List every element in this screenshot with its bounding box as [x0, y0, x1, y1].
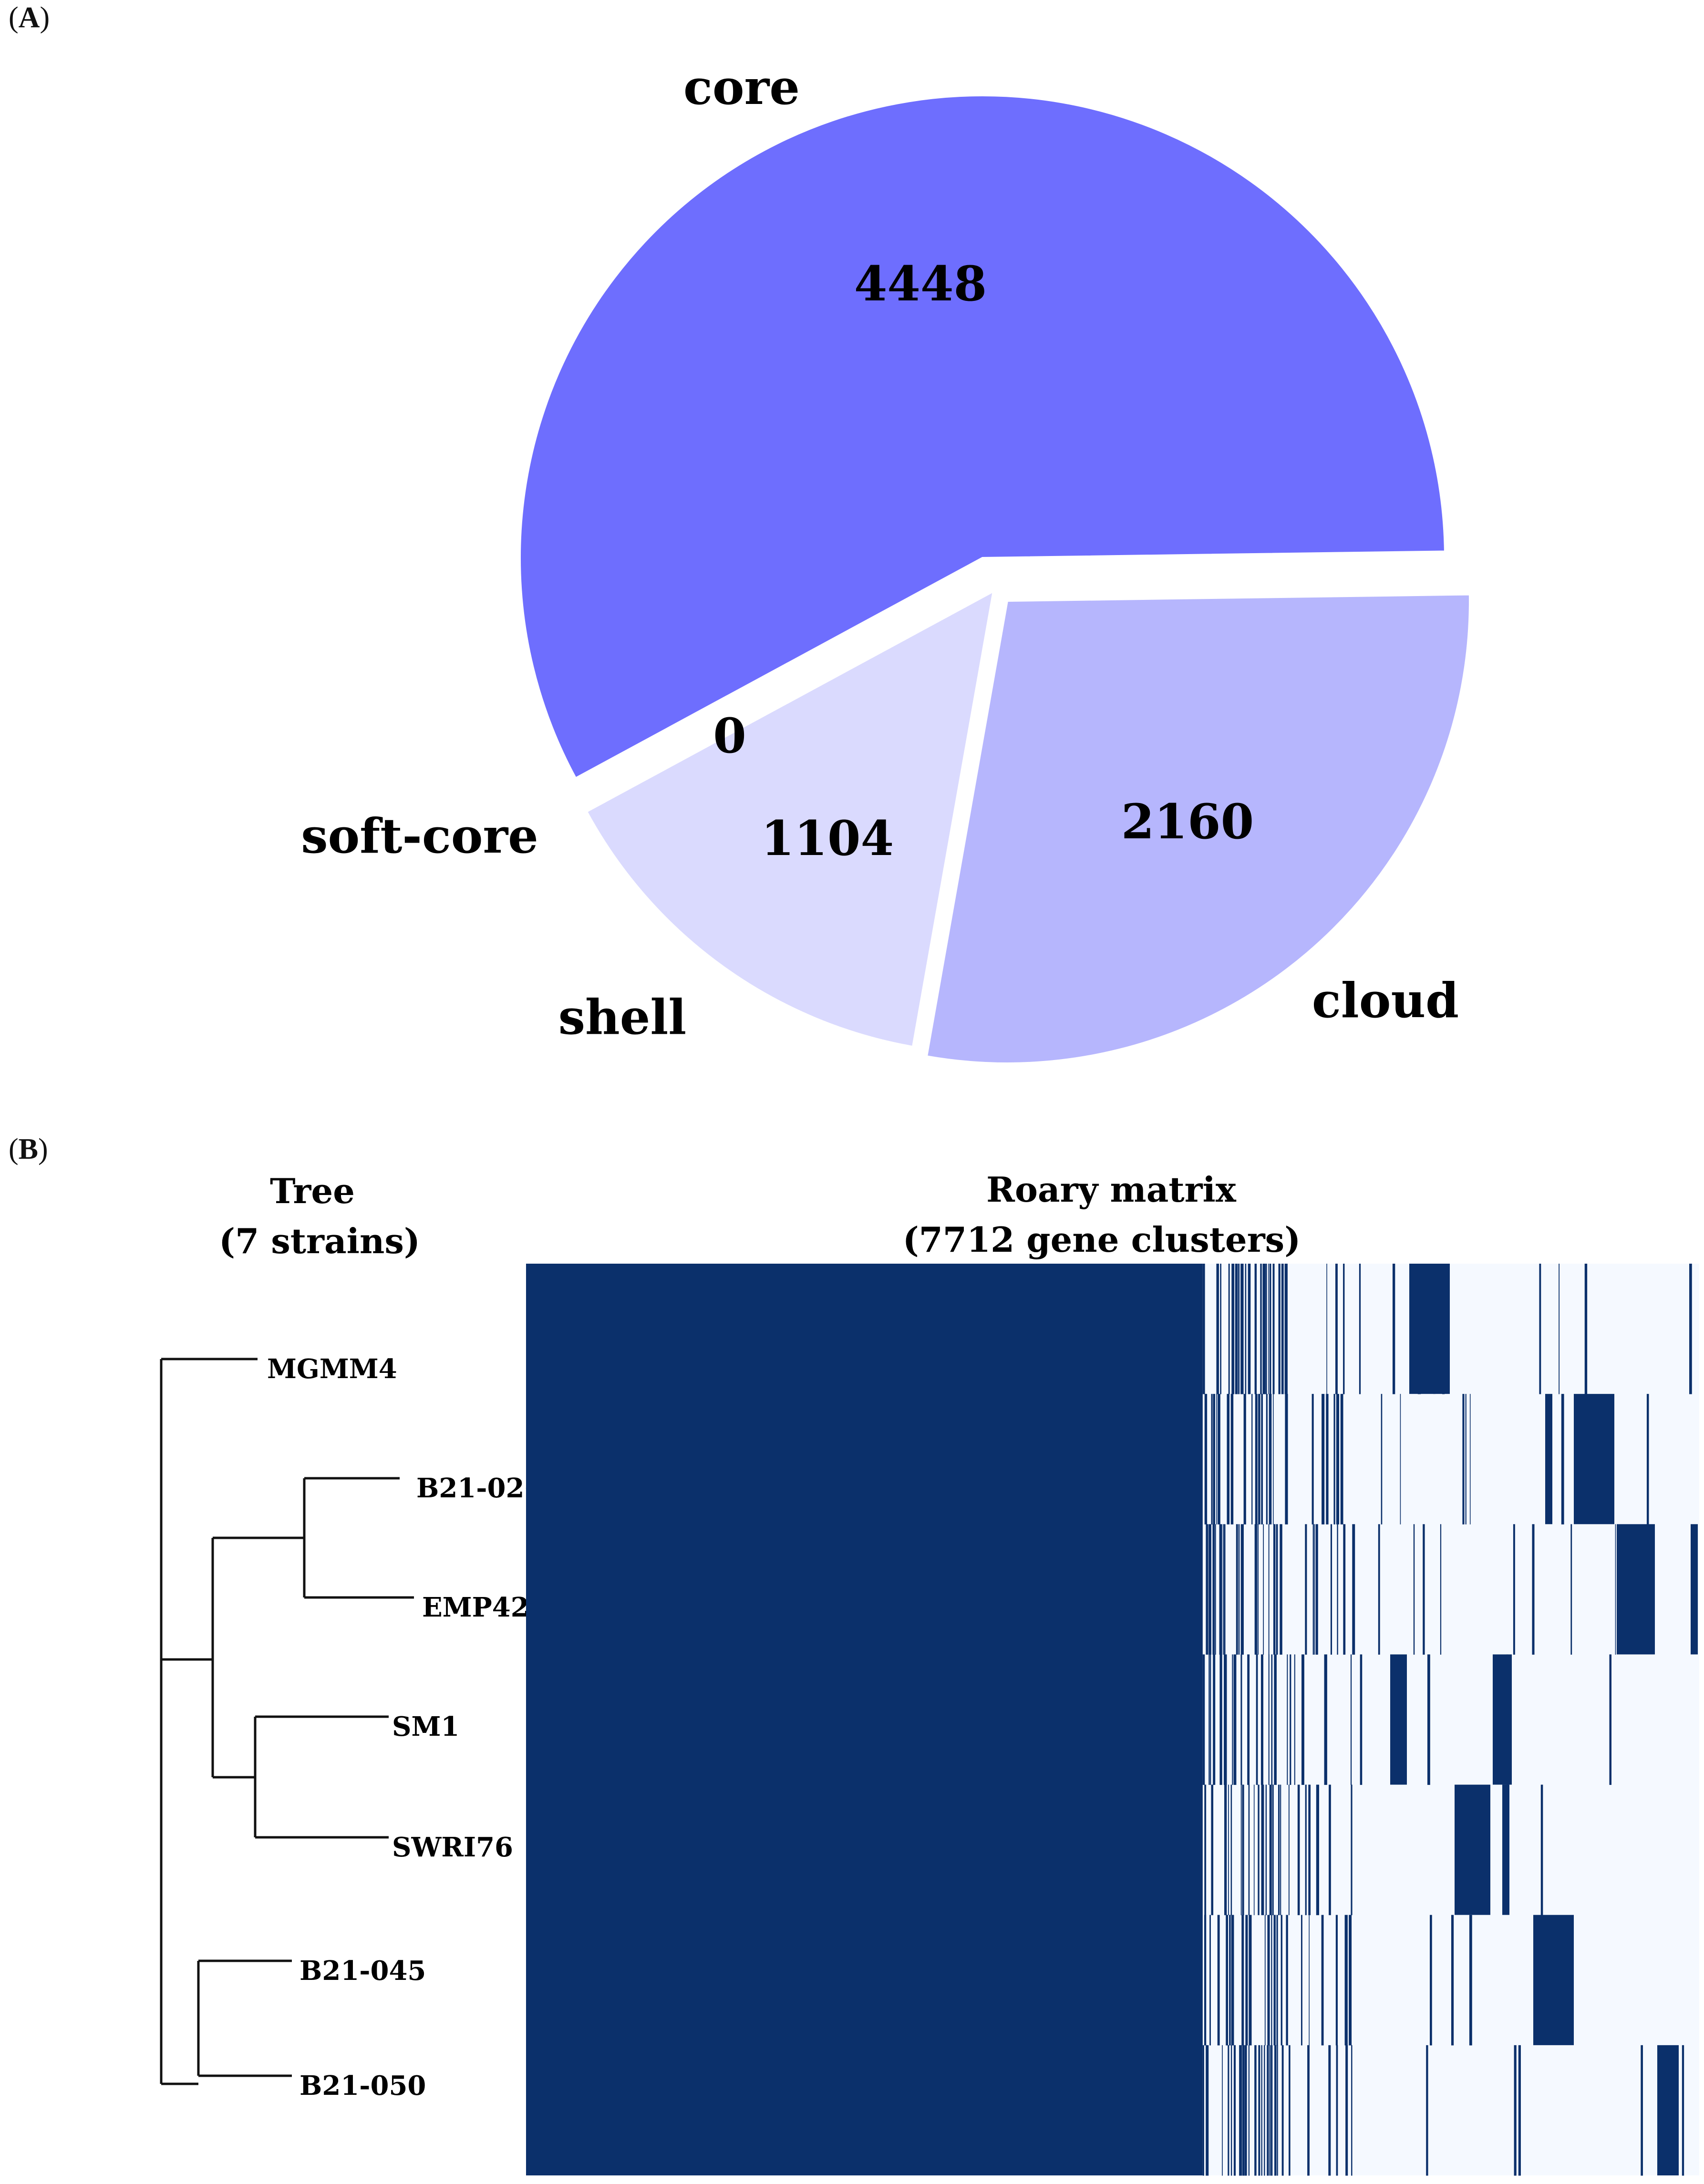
matrix-unique-block — [1533, 1915, 1574, 2045]
pie-value-core: 4448 — [854, 256, 987, 312]
matrix-unique-block — [1455, 1784, 1490, 1915]
matrix-row-b21-045 — [1204, 1915, 1472, 2046]
matrix-row-b21-026 — [1204, 1394, 1649, 1525]
matrix-unique-block — [1433, 1264, 1450, 1394]
matrix-core-block — [526, 1264, 1203, 2175]
matrix-unique-block — [1493, 1654, 1512, 1785]
pie-chart: 2160 1104 0 4448 cloud shell soft-core core — [301, 59, 1471, 1064]
matrix-unique-block — [1691, 1524, 1698, 1655]
matrix-title: Roary matrix — [986, 1169, 1237, 1210]
matrix-unique-block — [1574, 1394, 1614, 1525]
matrix-unique-block — [1502, 1784, 1509, 1915]
pie-label-core: core — [683, 59, 800, 115]
pie-label-cloud: cloud — [1312, 972, 1459, 1029]
matrix-unique-block — [1545, 1394, 1552, 1525]
strain-label-emp42: EMP42 — [422, 1592, 529, 1623]
strain-label-b21-045: B21-045 — [299, 1955, 426, 1987]
pie-value-soft-core: 0 — [713, 708, 746, 764]
strain-label-mgmm4: MGMM4 — [267, 1353, 397, 1385]
pie-value-cloud: 2160 — [1121, 793, 1254, 850]
pie-slice-cloud — [925, 593, 1471, 1064]
pie-label-soft-core: soft-core — [301, 808, 538, 864]
pie-label-shell: shell — [558, 989, 687, 1045]
matrix-unique-block — [1390, 1654, 1407, 1785]
matrix-subtitle: (7712 gene clusters) — [903, 1219, 1301, 1260]
matrix-row-sm1 — [1202, 1654, 1611, 1785]
strain-label-b21-050: B21-050 — [299, 2070, 426, 2102]
phylo-tree — [160, 1358, 414, 2085]
roary-figure: Tree (7 strains) Roary matrix (7712 gene… — [160, 1169, 1699, 2176]
tree-title: Tree — [270, 1171, 355, 1211]
pie-slice-core — [519, 94, 1446, 780]
strain-label-swri76: SWRI76 — [392, 1832, 513, 1863]
matrix-row-b21-050 — [1202, 2045, 1684, 2176]
strain-label-sm1: SM1 — [392, 1711, 459, 1742]
panel-b-label: (B) — [9, 1133, 48, 1165]
matrix-row-swri76 — [1204, 1784, 1543, 1916]
matrix-row-emp42 — [1206, 1524, 1616, 1655]
matrix-unique-block — [1409, 1264, 1435, 1394]
panel-a-label: (A) — [9, 1, 50, 34]
strain-label-b21-026: B21-026 — [416, 1473, 543, 1504]
pie-slice-shell — [585, 589, 995, 1048]
tree-subtitle: (7 strains) — [219, 1221, 420, 1261]
matrix-unique-block — [1617, 1524, 1655, 1655]
matrix-unique-block — [1657, 2045, 1679, 2175]
pie-value-shell: 1104 — [761, 810, 894, 866]
